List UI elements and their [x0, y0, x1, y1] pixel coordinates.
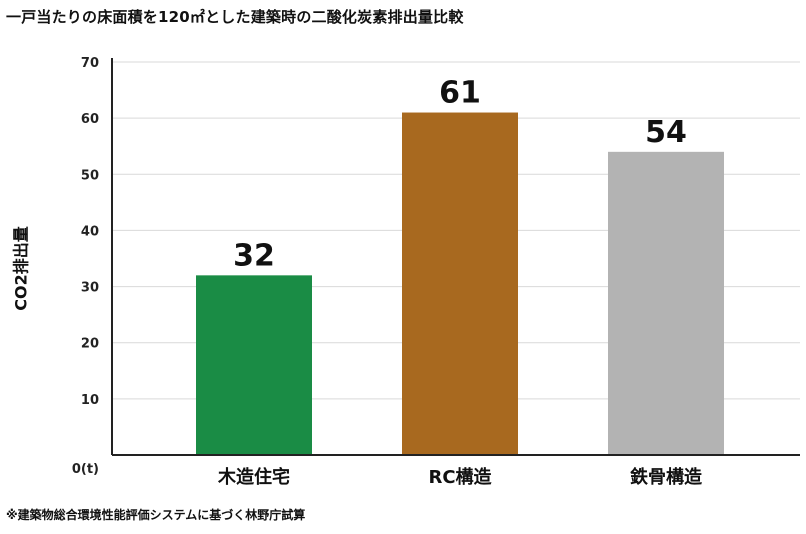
category-label-1: RC構造 — [428, 466, 491, 488]
y-tick-label: 70 — [81, 56, 99, 71]
bar-2 — [608, 151, 724, 456]
bars — [196, 112, 724, 456]
value-label-2: 54 — [645, 115, 687, 150]
bar-0 — [196, 275, 312, 455]
category-label-2: 鉄骨構造 — [630, 466, 702, 488]
y-axis-label: CO2排出量 — [12, 226, 31, 310]
bar-1 — [402, 112, 518, 456]
y-tick-label: 60 — [81, 112, 99, 127]
category-label-0: 木造住宅 — [217, 466, 290, 488]
value-label-0: 32 — [233, 238, 275, 273]
y-tick-label: 30 — [81, 281, 99, 296]
y-tick-label: 10 — [81, 393, 99, 408]
y-tick-label: 50 — [81, 168, 99, 183]
value-label-1: 61 — [439, 76, 481, 111]
category-labels: 木造住宅 RC構造 鉄骨構造 — [217, 466, 702, 488]
y-tick-label: 40 — [81, 224, 99, 239]
chart-title: 一戸当たりの床面積を120㎡とした建築時の二酸化炭素排出量比較 — [6, 8, 464, 26]
value-labels: 32 61 54 — [233, 76, 687, 274]
y-axis-ticks: 10 20 30 40 50 60 70 — [81, 56, 99, 408]
y-tick-label: 20 — [81, 337, 99, 352]
footnote: ※建築物総合環境性能評価システムに基づく林野庁試算 — [6, 508, 306, 522]
y-axis-zero-label: 0(t) — [72, 462, 99, 477]
